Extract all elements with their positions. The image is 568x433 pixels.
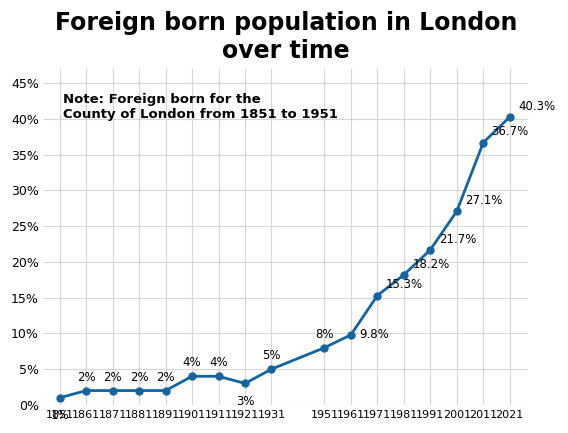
Text: 2%: 2% (77, 371, 95, 384)
Text: 36.7%: 36.7% (491, 126, 529, 139)
Text: 21.7%: 21.7% (438, 233, 476, 246)
Text: 4%: 4% (183, 356, 202, 369)
Text: 2%: 2% (130, 371, 148, 384)
Title: Foreign born population in London
over time: Foreign born population in London over t… (55, 11, 517, 63)
Text: 5%: 5% (262, 349, 281, 362)
Text: 9.8%: 9.8% (359, 328, 389, 341)
Text: 18.2%: 18.2% (412, 258, 449, 271)
Text: 15.3%: 15.3% (386, 278, 423, 291)
Text: 2%: 2% (156, 371, 175, 384)
Text: 3%: 3% (236, 394, 254, 407)
Text: 27.1%: 27.1% (465, 194, 503, 207)
Text: 4%: 4% (209, 356, 228, 369)
Text: 8%: 8% (315, 328, 333, 341)
Text: 40.3%: 40.3% (518, 100, 555, 113)
Text: 1%: 1% (51, 409, 69, 422)
Text: Note: Foreign born for the
County of London from 1851 to 1951: Note: Foreign born for the County of Lon… (63, 93, 338, 120)
Text: 2%: 2% (103, 371, 122, 384)
